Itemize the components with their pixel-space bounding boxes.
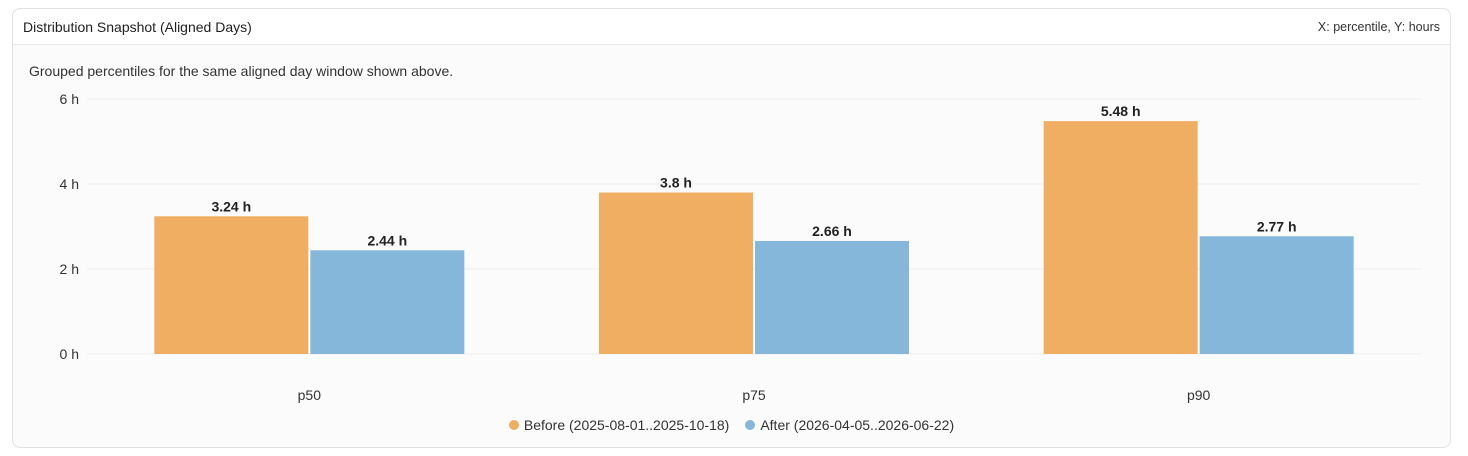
bar [154, 216, 309, 354]
chart-legend: Before (2025-08-01..2025-10-18) After (2… [13, 417, 1450, 433]
legend-item-before[interactable]: Before (2025-08-01..2025-10-18) [508, 417, 730, 433]
data-label: 2.66 h [812, 223, 852, 239]
y-tick-label: 4 h [60, 176, 79, 192]
legend-label-before: Before (2025-08-01..2025-10-18) [523, 417, 730, 433]
legend-label-after: After (2026-04-05..2026-06-22) [760, 417, 955, 433]
data-label: 2.77 h [1257, 218, 1297, 234]
data-label: 2.44 h [367, 232, 407, 248]
bar [1199, 236, 1354, 354]
data-label: 5.48 h [1101, 103, 1141, 119]
bar [1043, 121, 1198, 354]
x-tick-label: p90 [1187, 387, 1211, 403]
bar [755, 240, 909, 354]
y-tick-label: 2 h [60, 261, 79, 277]
distribution-snapshot-panel: Distribution Snapshot (Aligned Days) X: … [12, 8, 1451, 448]
panel-header: Distribution Snapshot (Aligned Days) X: … [13, 9, 1450, 45]
chart-description: Grouped percentiles for the same aligned… [29, 63, 454, 79]
y-tick-label: 0 h [60, 346, 79, 362]
y-tick-label: 6 h [60, 91, 79, 107]
legend-item-after[interactable]: After (2026-04-05..2026-06-22) [745, 417, 954, 433]
grouped-bar-chart: 0 h 2 h 4 h 6 h 3.24 h 2.44 h p50 3.8 h 2.66 h p7… [60, 91, 1421, 403]
legend-swatch-after [745, 420, 756, 430]
data-label: 3.24 h [211, 198, 251, 214]
data-label: 3.8 h [660, 175, 692, 191]
legend-swatch-before [508, 420, 519, 430]
axes-note: X: percentile, Y: hours [1317, 20, 1440, 34]
bar [310, 250, 465, 354]
panel-title: Distribution Snapshot (Aligned Days) [23, 19, 252, 35]
x-tick-label: p75 [742, 387, 766, 403]
bar [599, 192, 753, 354]
x-tick-label: p50 [298, 387, 322, 403]
